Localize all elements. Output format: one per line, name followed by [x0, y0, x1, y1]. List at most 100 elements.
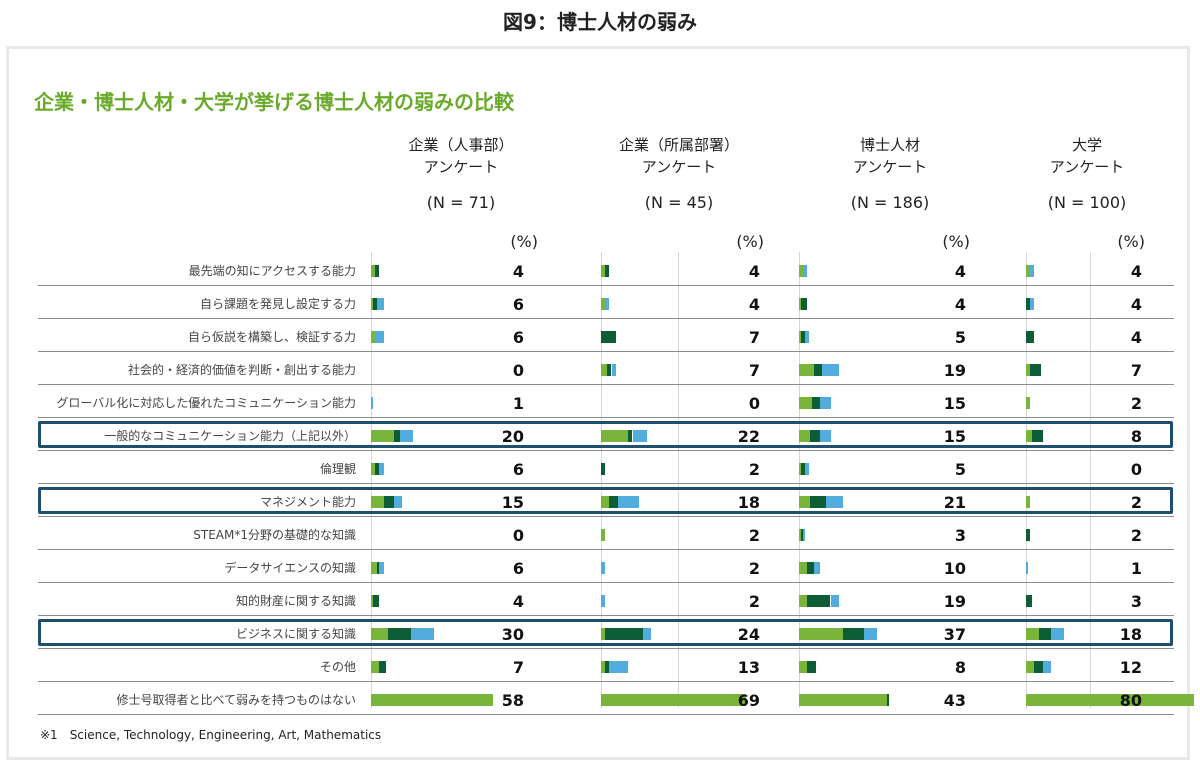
value-label: 0	[1130, 459, 1142, 479]
bar-segment	[601, 495, 610, 508]
group-title-line2: アンケート	[852, 158, 928, 176]
bar-segment	[887, 693, 890, 706]
value-label: 4	[748, 294, 760, 314]
category-label: その他	[319, 659, 356, 674]
bar-segment	[809, 429, 820, 442]
bar-segment	[601, 594, 606, 607]
bar-segment	[643, 627, 652, 640]
value-label: 4	[512, 261, 524, 281]
value-label: 21	[943, 492, 966, 512]
value-label: 43	[943, 690, 966, 710]
group-title-line1: 博士人材	[859, 136, 920, 154]
category-label: STEAM*1分野の基礎的な知識	[193, 527, 356, 542]
bar-segment	[1030, 264, 1035, 277]
bar-segment	[394, 429, 401, 442]
bar-segment	[843, 627, 865, 640]
bar-segment	[1038, 627, 1052, 640]
bar-segment	[375, 330, 384, 343]
value-label: 58	[501, 690, 524, 710]
group-title-line2: アンケート	[423, 158, 499, 176]
group-header-0: 企業（人事部） アンケート (N = 71)	[361, 134, 561, 214]
bar-segment	[371, 264, 376, 277]
row-divider	[38, 615, 1174, 616]
group-n-label: (N = 45)	[644, 193, 714, 212]
highlight-box	[38, 619, 1173, 646]
bar-segment	[371, 627, 388, 640]
bar-segment	[601, 627, 606, 640]
value-label: 2	[748, 525, 760, 545]
value-label: 5	[954, 459, 966, 479]
value-label: 10	[943, 558, 966, 578]
value-label: 19	[943, 360, 966, 380]
bar-segment	[605, 627, 643, 640]
value-label: 20	[501, 426, 524, 446]
pct-unit-label: (%)	[736, 232, 764, 251]
bar-segment	[601, 462, 606, 475]
bar-segment	[377, 561, 380, 574]
group-header-1: 企業（所属部署） アンケート (N = 45)	[579, 134, 779, 214]
bar-segment	[1026, 693, 1194, 706]
bar-segment	[799, 561, 808, 574]
column-gridline	[1026, 252, 1027, 708]
value-label: 2	[748, 558, 760, 578]
category-label: 知的財産に関する知識	[235, 593, 356, 608]
bar-segment	[801, 462, 806, 475]
bar-segment	[801, 528, 804, 541]
bar-segment	[632, 429, 648, 442]
value-label: 18	[737, 492, 760, 512]
value-label: 0	[512, 525, 524, 545]
bar-segment	[371, 330, 376, 343]
bar-segment	[799, 264, 804, 277]
value-label: 5	[954, 327, 966, 347]
bar-segment	[375, 264, 380, 277]
bar-segment	[394, 495, 403, 508]
chart-panel	[6, 46, 1190, 760]
value-label: 3	[954, 525, 966, 545]
bar-segment	[811, 396, 820, 409]
bar-segment	[601, 330, 616, 343]
bar-segment	[803, 528, 806, 541]
bar-segment	[1042, 660, 1052, 673]
bar-segment	[371, 429, 395, 442]
bar-segment	[1026, 297, 1031, 310]
row-divider	[38, 285, 1174, 286]
footnote: ※1 Science, Technology, Engineering, Art…	[40, 728, 382, 742]
value-label: 7	[748, 360, 760, 380]
bar-segment	[379, 462, 384, 475]
bar-segment	[601, 561, 606, 574]
group-header-3: 大学 アンケート (N = 100)	[987, 134, 1187, 214]
bar-segment	[1026, 363, 1031, 376]
value-label: 4	[512, 591, 524, 611]
group-title-line2: アンケート	[641, 158, 717, 176]
pct-unit-label: (%)	[1117, 232, 1145, 251]
group-title-line1: 企業（所属部署）	[618, 136, 739, 154]
bar-segment	[1026, 660, 1035, 673]
bar-segment	[822, 363, 839, 376]
value-label: 4	[954, 261, 966, 281]
bar-segment	[1026, 561, 1029, 574]
bar-segment	[803, 264, 808, 277]
bar-segment	[1030, 297, 1035, 310]
bar-segment	[605, 264, 610, 277]
value-label: 6	[512, 294, 524, 314]
bar-segment	[611, 363, 616, 376]
bar-segment	[617, 495, 639, 508]
row-divider	[38, 450, 1174, 451]
bar-segment	[605, 297, 610, 310]
value-label: 6	[512, 558, 524, 578]
highlight-box	[38, 421, 1173, 448]
value-label: 12	[1119, 657, 1142, 677]
column-gridline	[1090, 252, 1091, 708]
column-gridline	[799, 252, 800, 708]
highlight-box	[38, 487, 1173, 514]
figure-title: 図9：博士人材の弱み	[503, 10, 697, 34]
row-divider	[38, 384, 1174, 385]
bar-segment	[371, 462, 376, 475]
row-divider	[38, 648, 1174, 649]
bar-segment	[379, 660, 386, 673]
value-label: 7	[1130, 360, 1142, 380]
value-label: 37	[943, 624, 966, 644]
bar-segment	[601, 264, 606, 277]
bar-segment	[400, 429, 413, 442]
value-label: 15	[501, 492, 524, 512]
